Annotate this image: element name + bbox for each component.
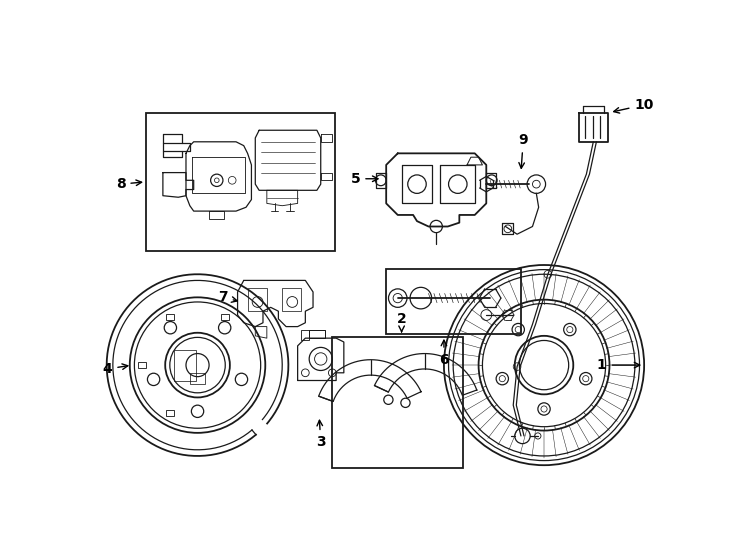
Bar	[302, 330, 309, 340]
Bar	[166, 410, 174, 416]
Bar	[333, 336, 463, 468]
Text: 5: 5	[351, 172, 378, 186]
Text: 1: 1	[597, 358, 640, 372]
Bar	[222, 314, 229, 320]
Text: 9: 9	[518, 133, 528, 168]
Bar	[386, 269, 521, 334]
Bar	[146, 112, 335, 251]
Text: 3: 3	[316, 420, 326, 449]
Bar	[175, 350, 196, 381]
Bar	[166, 314, 174, 320]
Bar	[190, 373, 206, 384]
Bar	[283, 288, 302, 311]
Text: 4: 4	[103, 362, 128, 376]
Text: 10: 10	[614, 98, 654, 113]
Text: 7: 7	[218, 291, 237, 305]
Text: 6: 6	[439, 340, 448, 367]
Text: 8: 8	[116, 177, 142, 191]
Bar	[247, 288, 267, 311]
Text: 2: 2	[396, 312, 407, 332]
Bar	[138, 362, 146, 368]
